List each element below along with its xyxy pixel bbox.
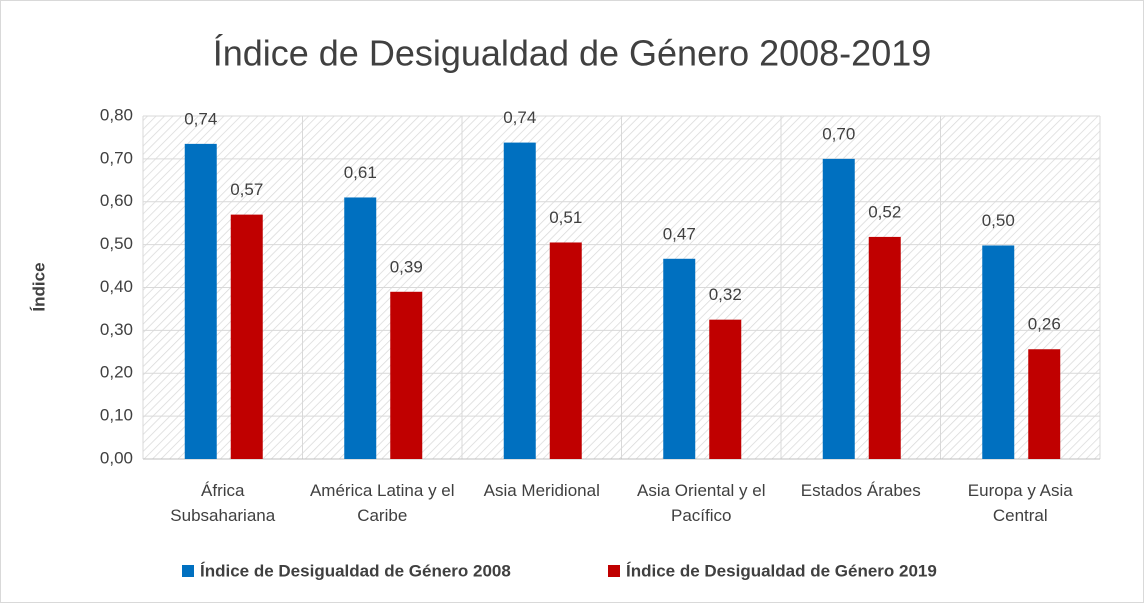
y-tick-label: 0,00: [100, 448, 133, 467]
data-label: 0,52: [868, 202, 901, 221]
bar: [184, 143, 217, 459]
x-tick-label: Europa y Asia Central: [968, 481, 1073, 525]
data-label: 0,70: [822, 124, 855, 143]
bar: [982, 245, 1015, 459]
bar: [503, 142, 536, 459]
bar: [230, 214, 263, 459]
bar: [549, 242, 582, 459]
data-label: 0,26: [1028, 315, 1061, 334]
x-tick-label: Estados Árabes: [801, 481, 921, 500]
data-label: 0,51: [549, 208, 582, 227]
y-tick-label: 0,80: [100, 105, 133, 124]
legend-label: Índice de Desigualdad de Género 2019: [626, 561, 937, 580]
bar: [344, 197, 377, 459]
data-label: 0,50: [982, 211, 1015, 230]
x-tick-label: África Subsahariana: [170, 481, 275, 525]
x-tick-label: Asia Meridional: [484, 481, 600, 500]
y-tick-label: 0,10: [100, 406, 133, 425]
data-label: 0,74: [503, 108, 536, 127]
x-tick-label: América Latina y el Caribe: [310, 481, 455, 525]
data-label: 0,57: [230, 180, 263, 199]
bar: [1028, 349, 1061, 459]
legend-label: Índice de Desigualdad de Género 2008: [200, 561, 511, 580]
y-tick-label: 0,20: [100, 363, 133, 382]
bar: [868, 236, 901, 459]
y-axis-label: Índice: [29, 262, 48, 311]
y-tick-label: 0,60: [100, 191, 133, 210]
legend-swatch: [608, 565, 620, 577]
bar: [663, 258, 696, 459]
data-label: 0,39: [390, 257, 423, 276]
y-tick-label: 0,70: [100, 148, 133, 167]
legend-swatch: [182, 565, 194, 577]
data-label: 0,32: [709, 285, 742, 304]
y-tick-label: 0,40: [100, 277, 133, 296]
bar: [709, 319, 742, 459]
data-label: 0,47: [663, 224, 696, 243]
chart-title: Índice de Desigualdad de Género 2008-201…: [213, 33, 932, 74]
bar: [390, 291, 423, 459]
data-label: 0,61: [344, 163, 377, 182]
data-label: 0,74: [184, 109, 217, 128]
y-tick-label: 0,30: [100, 320, 133, 339]
bar: [822, 158, 855, 459]
x-tick-label: Asia Oriental y el Pacífico: [637, 481, 766, 525]
y-tick-label: 0,50: [100, 234, 133, 253]
